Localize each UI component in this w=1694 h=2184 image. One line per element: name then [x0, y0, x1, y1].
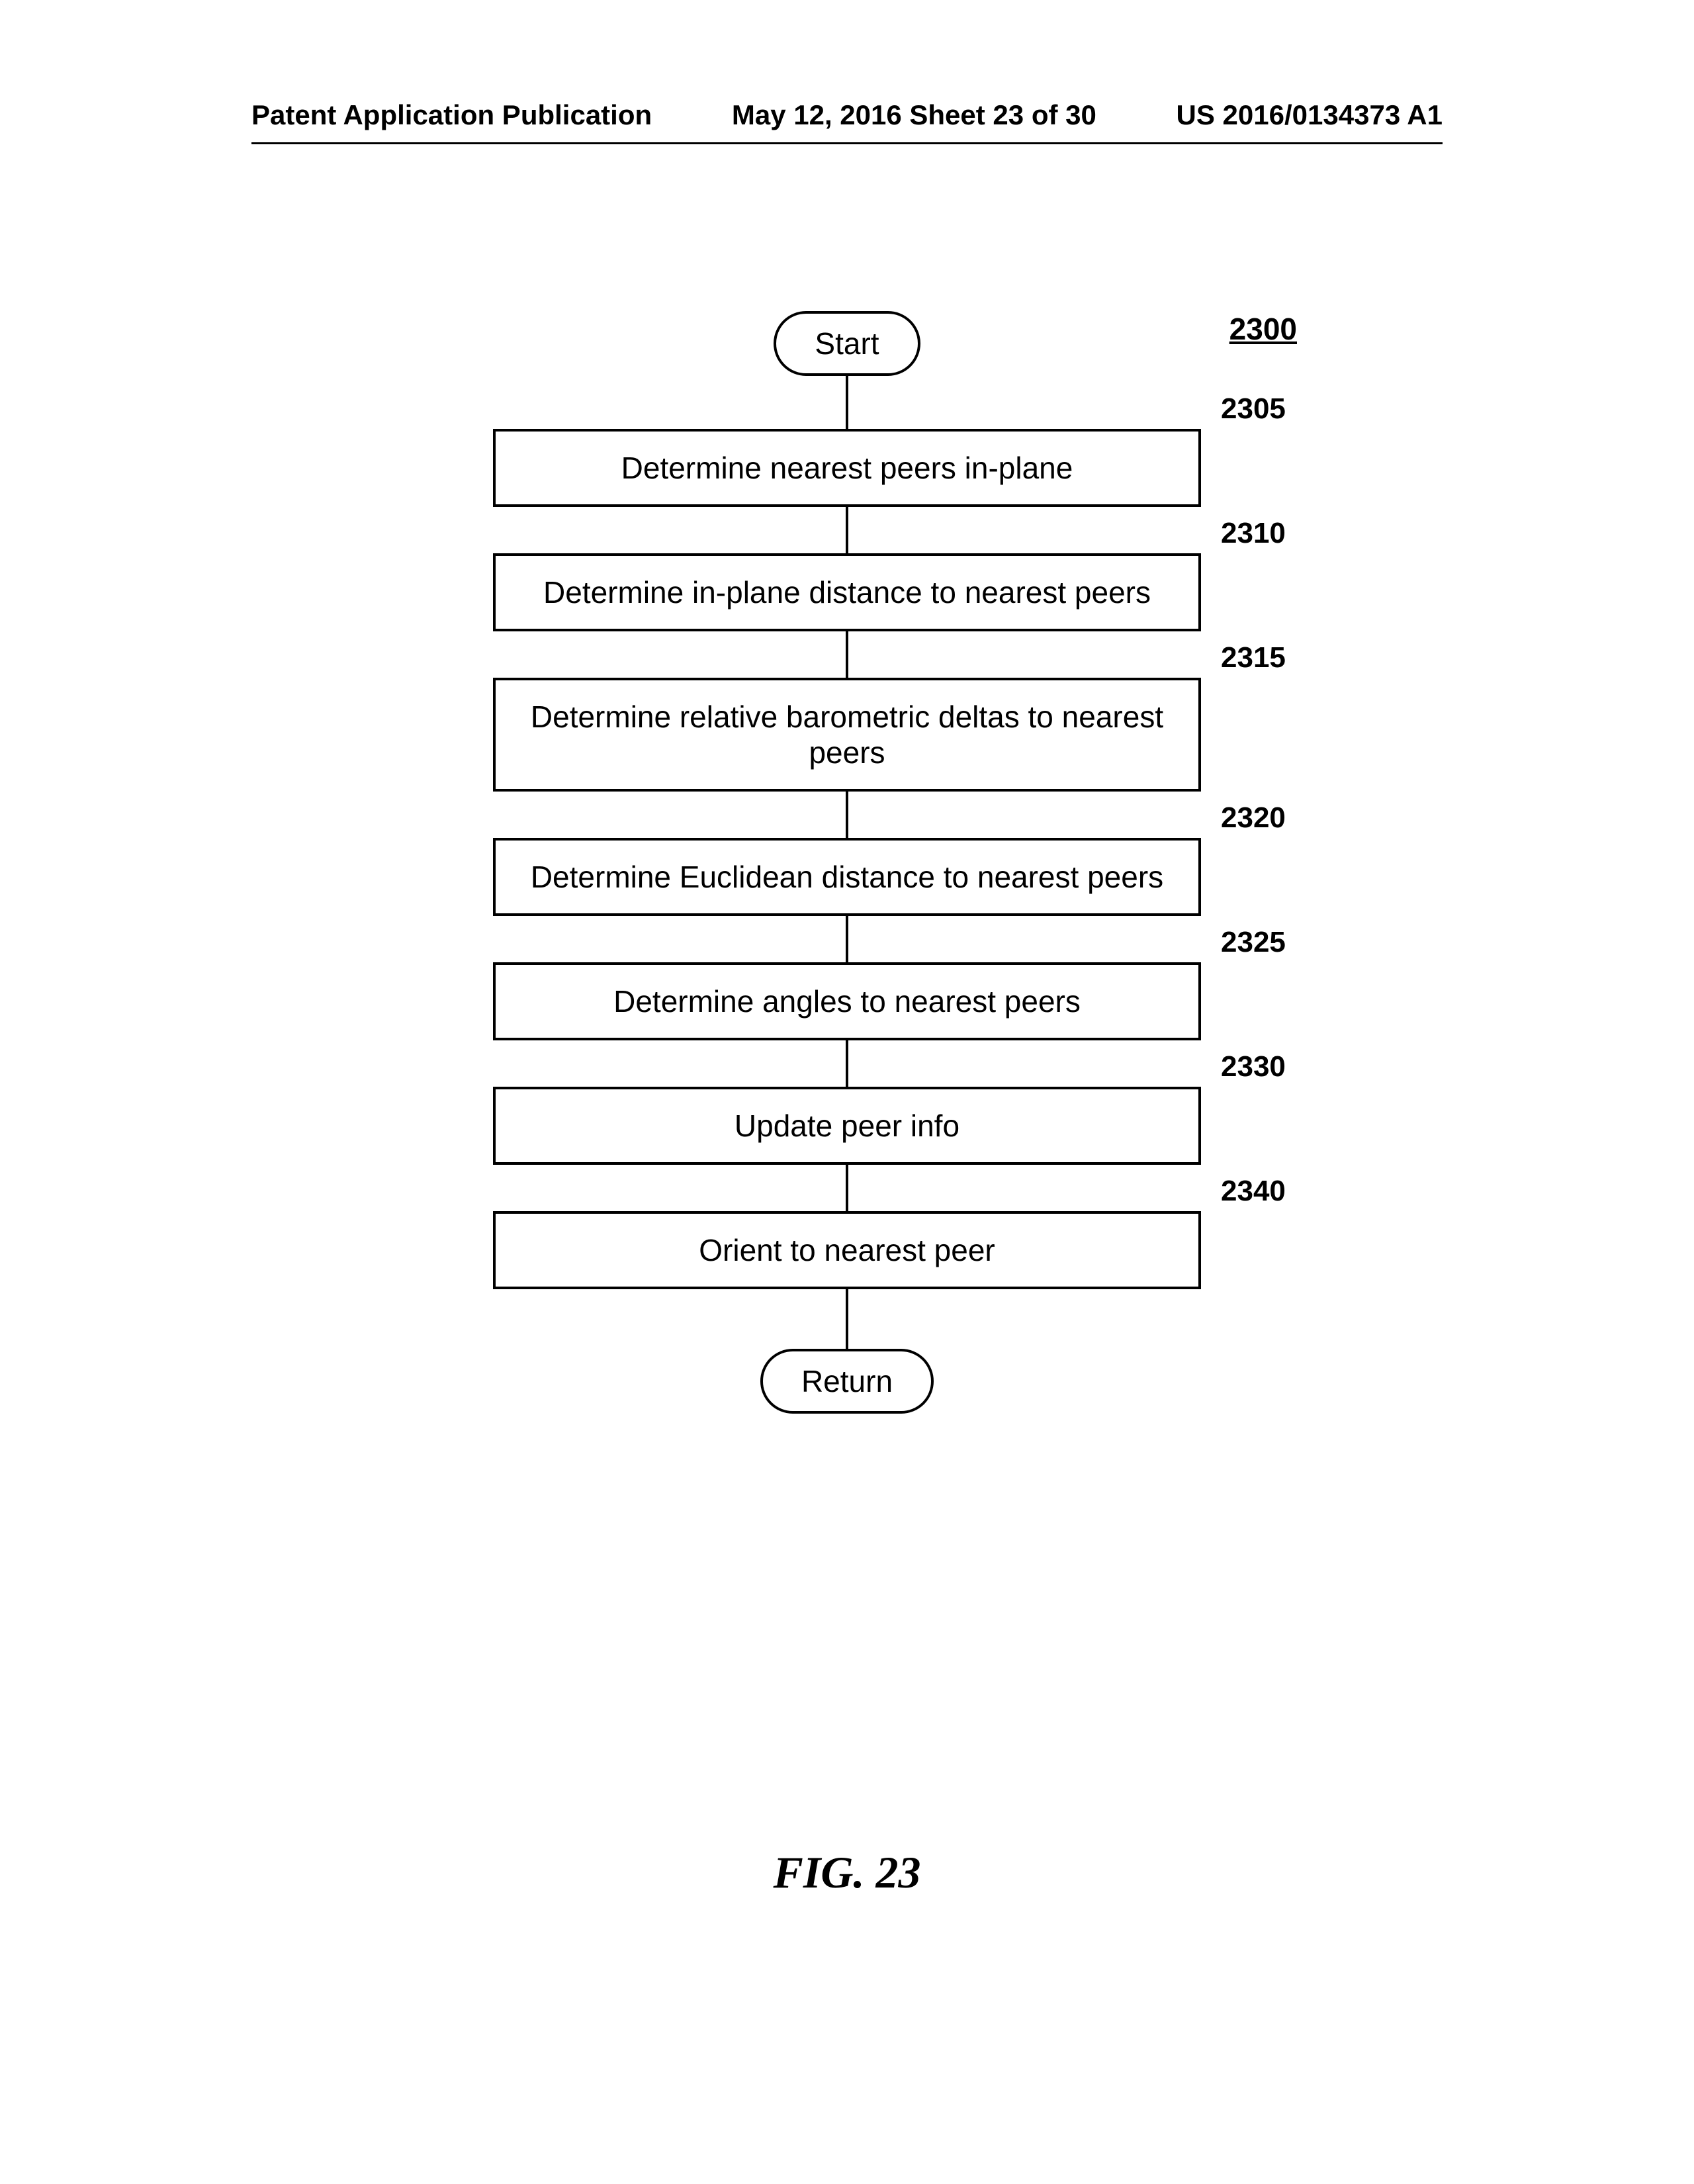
process-step: 2310 Determine in-plane distance to near… [493, 553, 1201, 631]
step-ref: 2340 [1221, 1175, 1286, 1208]
step-box: Determine in-plane distance to nearest p… [493, 553, 1201, 631]
connector [846, 792, 848, 838]
terminal-return: Return [760, 1349, 934, 1414]
figure-label: FIG. 23 [0, 1846, 1694, 1899]
step-box: Determine relative barometric deltas to … [493, 678, 1201, 792]
terminal-start: Start [774, 311, 920, 376]
connector [846, 1289, 848, 1349]
connector [846, 1165, 848, 1211]
step-box: Determine Euclidean distance to nearest … [493, 838, 1201, 916]
process-step: 2315 Determine relative barometric delta… [493, 678, 1201, 792]
flowchart: Start 2305 Determine nearest peers in-pl… [0, 311, 1694, 1414]
header-divider [251, 142, 1443, 144]
process-step: 2325 Determine angles to nearest peers [493, 962, 1201, 1040]
header-left: Patent Application Publication [251, 99, 652, 131]
step-ref: 2315 [1221, 641, 1286, 674]
step-ref: 2330 [1221, 1050, 1286, 1083]
connector [846, 1040, 848, 1087]
connector [846, 916, 848, 962]
step-ref: 2325 [1221, 926, 1286, 959]
header-center: May 12, 2016 Sheet 23 of 30 [732, 99, 1096, 131]
header-right: US 2016/0134373 A1 [1177, 99, 1443, 131]
step-box: Determine angles to nearest peers [493, 962, 1201, 1040]
process-step: 2305 Determine nearest peers in-plane [493, 429, 1201, 507]
connector [846, 376, 848, 429]
page-header: Patent Application Publication May 12, 2… [251, 99, 1443, 131]
process-step: 2340 Orient to nearest peer [493, 1211, 1201, 1289]
step-box: Determine nearest peers in-plane [493, 429, 1201, 507]
step-ref: 2320 [1221, 801, 1286, 835]
process-step: 2330 Update peer info [493, 1087, 1201, 1165]
process-step: 2320 Determine Euclidean distance to nea… [493, 838, 1201, 916]
connector [846, 507, 848, 553]
connector [846, 631, 848, 678]
step-ref: 2305 [1221, 392, 1286, 426]
step-ref: 2310 [1221, 517, 1286, 550]
step-box: Update peer info [493, 1087, 1201, 1165]
step-box: Orient to nearest peer [493, 1211, 1201, 1289]
